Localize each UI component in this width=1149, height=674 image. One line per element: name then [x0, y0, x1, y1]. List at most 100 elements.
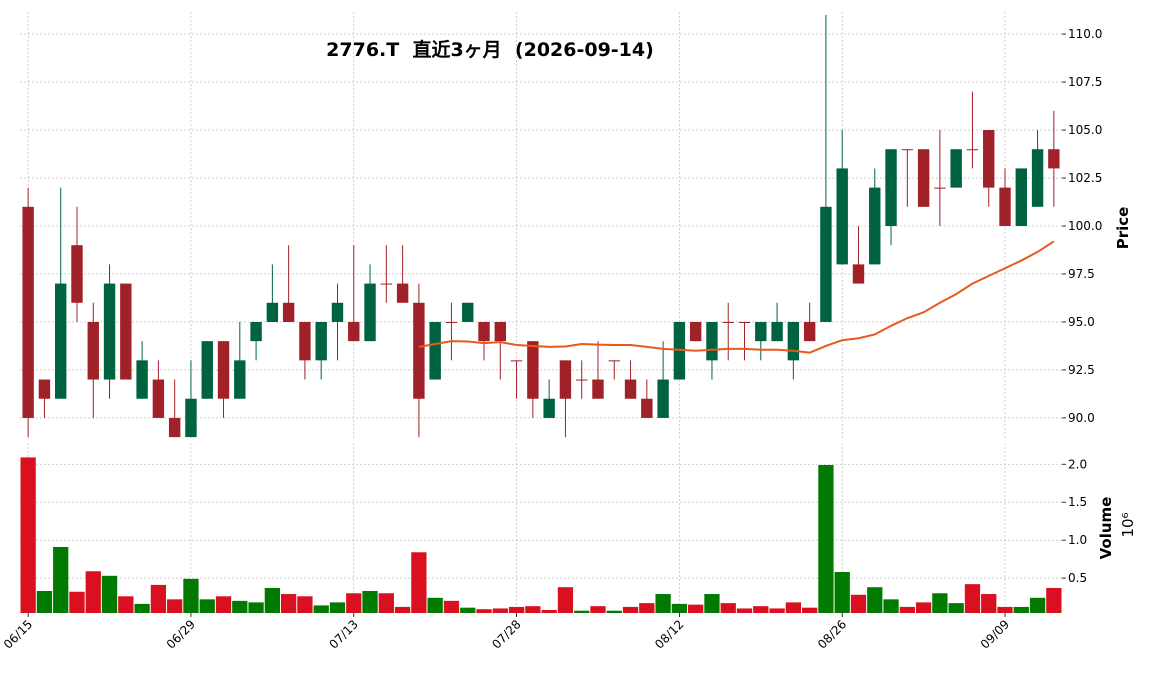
candle-body [592, 379, 604, 399]
candle-body [641, 398, 653, 418]
candle-body [103, 283, 116, 380]
volume-bar [167, 599, 183, 613]
candle-body [624, 379, 637, 399]
candle-body [201, 341, 213, 399]
volume-bar [1046, 587, 1062, 613]
candle-body [559, 360, 572, 399]
candle-body [901, 149, 914, 151]
candle-body [657, 379, 669, 418]
candle-body [462, 302, 474, 322]
candle-body [608, 360, 620, 362]
candle-body [380, 283, 393, 285]
volume-bar [899, 606, 915, 613]
x-tick-label: 09/09 [978, 617, 1012, 651]
volume-bar [118, 596, 134, 613]
volume-bar [411, 552, 427, 613]
candle-body [478, 321, 490, 342]
candle-body [885, 149, 897, 226]
x-tick-label: 07/13 [327, 617, 361, 651]
y-tick-label: 110.0 [1068, 27, 1102, 41]
candle-body [852, 264, 865, 284]
volume-bar [802, 607, 818, 613]
moving-average-line [418, 240, 1055, 354]
volume-bar [134, 603, 150, 613]
candle-body [71, 245, 83, 303]
y-tick-label: 100.0 [1068, 219, 1102, 233]
candle-body [1015, 168, 1027, 226]
volume-bar [834, 572, 850, 613]
candle-body [738, 321, 751, 323]
candle-body [706, 321, 718, 361]
candle-body [413, 302, 425, 399]
volume-bar [313, 605, 329, 613]
candle-body [185, 398, 197, 438]
volume-bar [867, 587, 883, 613]
volume-bar [394, 606, 411, 613]
volume-bar [557, 587, 574, 613]
candle-body [445, 321, 458, 323]
candle-body [266, 302, 279, 322]
candle-body [348, 321, 360, 342]
volume-bar [736, 608, 753, 613]
volume-bar [215, 596, 232, 613]
volume-bar [850, 594, 867, 613]
y-tick-label: 92.5 [1068, 363, 1095, 377]
candle-body [22, 206, 34, 418]
volume-bar [264, 587, 280, 613]
y-tick-label: 105.0 [1068, 123, 1102, 137]
volume-bar [688, 604, 704, 613]
volume-bar [753, 606, 769, 613]
candle-body [494, 321, 506, 342]
volume-bar [606, 610, 622, 613]
volume-bar [85, 571, 101, 613]
volume-axis-label: Volume [1097, 497, 1115, 560]
candle-body [999, 187, 1011, 226]
candle-body [136, 360, 148, 399]
candle-body [510, 360, 523, 362]
volume-bar [769, 608, 785, 613]
candle-body [87, 321, 99, 380]
candle-body [234, 360, 246, 399]
candle-body [282, 302, 295, 322]
candle-body [787, 321, 800, 361]
y-tick-label: 1.0 [1068, 533, 1087, 547]
volume-bar [915, 602, 932, 613]
candle-body [217, 341, 230, 399]
volume-multiplier: 10⁶ [1119, 512, 1137, 537]
x-tick-label: 08/26 [815, 617, 849, 651]
volume-bar [101, 575, 118, 613]
candle-body [689, 321, 702, 342]
y-tick-label: 1.5 [1068, 495, 1087, 509]
candle-body [1031, 149, 1044, 207]
volume-bar [818, 465, 834, 613]
volume-bar [150, 584, 167, 613]
candle-body [803, 321, 816, 342]
candle-body [543, 398, 555, 418]
volume-bar [704, 594, 720, 613]
candle-body [331, 302, 344, 322]
volume-bar [508, 606, 525, 613]
candle-body [396, 283, 409, 303]
volume-bar [883, 599, 899, 613]
y-tick-label: 90.0 [1068, 411, 1095, 425]
chart-title: 2776.T 直近3ヶ月 (2026-09-14) [326, 38, 654, 61]
y-tick-label: 95.0 [1068, 315, 1095, 329]
volume-bar [183, 578, 199, 613]
candle-body [869, 187, 881, 265]
candle-body [917, 149, 930, 207]
x-tick-label: 07/28 [489, 617, 523, 651]
volume-bar [1013, 606, 1029, 613]
volume-bar [655, 594, 671, 613]
volume-bar [232, 600, 248, 613]
candle-body [836, 168, 848, 265]
y-tick-label: 97.5 [1068, 267, 1095, 281]
volume-bar [492, 608, 508, 613]
volume-bar [932, 593, 948, 613]
volume-bar [69, 591, 85, 613]
volume-bar [997, 606, 1013, 613]
volume-bar [427, 597, 443, 613]
volume-bar [785, 602, 801, 613]
volume-bar [297, 596, 313, 613]
volume-bar [281, 594, 297, 613]
